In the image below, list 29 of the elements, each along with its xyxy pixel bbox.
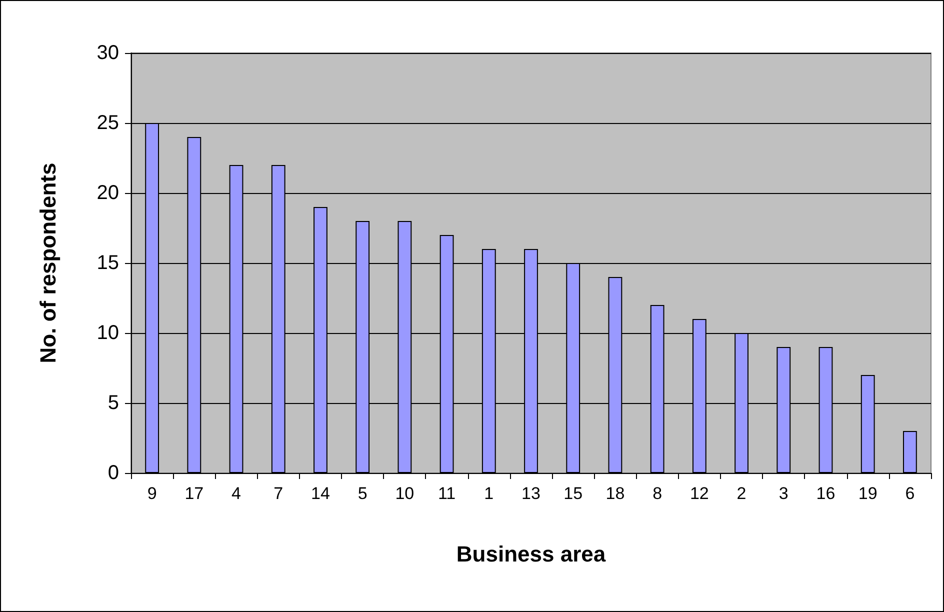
x-tick-label: 11 [438,484,456,503]
x-tick-label: 10 [395,484,414,503]
x-tick-label: 5 [358,484,368,503]
x-tick-label: 19 [858,484,878,503]
x-axis-title: Business area [456,542,606,566]
x-tick-label: 17 [184,484,204,503]
x-tick-label: 6 [905,484,915,503]
y-tick-label: 30 [96,42,119,64]
y-axis-title: No. of respondents [36,162,60,364]
x-tick-label: 9 [147,484,157,503]
y-tick-label: 5 [108,392,119,414]
y-tick-label: 15 [96,252,119,274]
x-tick-label: 2 [736,484,746,503]
x-tick-label: 15 [564,484,583,503]
y-tick-label: 20 [96,182,119,204]
x-tick-label: 13 [522,484,540,503]
y-tick-label: 25 [96,112,119,134]
x-tick-label: 4 [232,484,241,503]
x-tick-label: 18 [606,484,625,503]
y-tick-label: 0 [108,462,119,484]
x-tick-label: 16 [816,484,836,503]
y-tick-label: 10 [96,322,119,344]
x-tick-label: 14 [311,484,330,503]
bar [903,431,917,473]
x-tick-label: 8 [652,484,662,503]
x-tick-label: 1 [484,484,494,503]
x-tick-label: 12 [690,484,709,503]
x-tick-label: 7 [274,484,284,503]
x-tick-label: 3 [778,484,788,503]
